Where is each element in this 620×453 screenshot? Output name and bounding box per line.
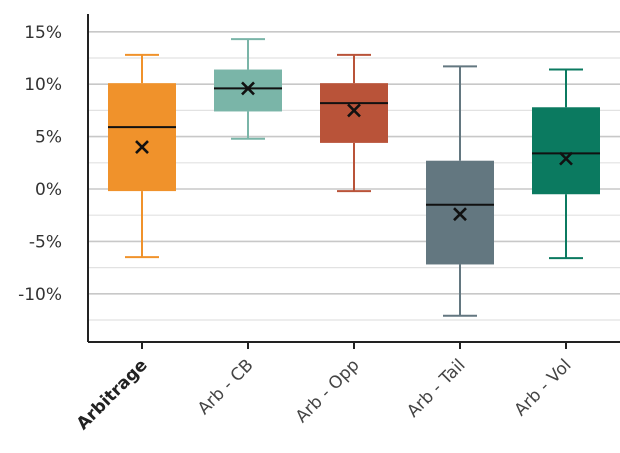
mean-marker <box>135 140 149 155</box>
x-tick-label: Arb - CB <box>194 355 258 419</box>
y-tick-label: 10% <box>24 75 62 95</box>
x-tick-label: Arb - Vol <box>511 355 576 420</box>
mean-marker <box>241 81 255 96</box>
iqr-box <box>214 69 282 112</box>
y-tick-label: -5% <box>29 232 62 252</box>
mean-marker <box>559 151 573 166</box>
iqr-box <box>532 107 600 195</box>
iqr-box <box>108 83 176 192</box>
box-arb-opp <box>320 53 388 193</box>
box-arbitrage <box>108 53 176 259</box>
box-arb-tail <box>426 65 494 317</box>
mean-marker <box>347 103 361 118</box>
x-axis-tick-labels: Arbitrage Arb - CB Arb - Opp Arb - Tail Arb … <box>73 355 576 434</box>
axes <box>87 14 620 349</box>
mean-marker <box>453 207 467 222</box>
iqr-box <box>320 83 388 143</box>
box-arb-vol <box>532 68 600 260</box>
y-tick-label: 0% <box>35 180 62 200</box>
x-tick-label: Arb - Opp <box>292 355 364 427</box>
y-tick-label: -10% <box>18 285 62 305</box>
x-tick-label: Arbitrage <box>73 355 152 434</box>
y-axis-tick-labels: 15% 10% 5% 0% -5% -10% <box>18 23 62 305</box>
y-tick-label: 5% <box>35 128 62 148</box>
box-series <box>108 38 600 317</box>
y-tick-label: 15% <box>24 23 62 43</box>
x-tick-label: Arb - Tail <box>403 355 469 421</box>
box-arb-cb <box>214 38 282 140</box>
